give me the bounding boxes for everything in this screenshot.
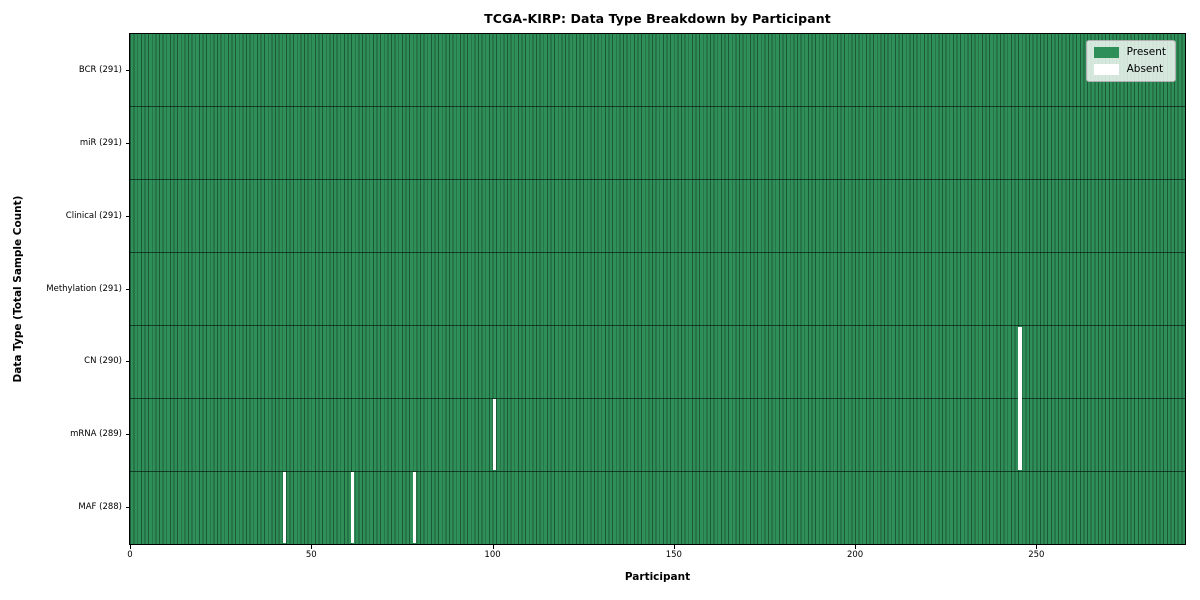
y-tick-label: Clinical (291) bbox=[65, 210, 122, 221]
y-tick-mark bbox=[125, 142, 129, 144]
absent-cell-marker bbox=[1018, 326, 1022, 471]
x-tick-mark bbox=[855, 545, 857, 549]
y-tick-mark bbox=[125, 434, 129, 436]
absent-swatch bbox=[1093, 64, 1119, 75]
x-tick-mark bbox=[1036, 545, 1038, 549]
row-divider bbox=[130, 106, 1185, 108]
y-tick-mark bbox=[125, 69, 129, 71]
absent-cell-marker bbox=[351, 472, 355, 543]
x-tick-mark bbox=[130, 545, 131, 549]
x-tick-label: 250 bbox=[1028, 550, 1045, 560]
x-tick-label: 150 bbox=[665, 550, 682, 560]
heatmap-plot-area: Present Absent bbox=[129, 33, 1186, 545]
row-divider bbox=[130, 179, 1185, 181]
legend-item-present: Present bbox=[1093, 46, 1166, 59]
x-tick-mark bbox=[311, 545, 313, 549]
y-tick-label: miR (291) bbox=[79, 137, 122, 148]
absent-cell-marker bbox=[282, 472, 286, 543]
x-tick-label: 0 bbox=[127, 550, 133, 560]
x-tick-mark bbox=[492, 545, 494, 549]
row-divider bbox=[130, 470, 1185, 472]
absent-cell-marker bbox=[413, 472, 417, 543]
y-tick-label: BCR (291) bbox=[78, 64, 122, 75]
y-tick-label: MAF (288) bbox=[78, 502, 122, 513]
x-tick-label: 100 bbox=[484, 550, 501, 560]
chart-title: TCGA-KIRP: Data Type Breakdown by Partic… bbox=[484, 11, 831, 26]
legend: Present Absent bbox=[1085, 40, 1176, 82]
row-divider bbox=[130, 324, 1185, 326]
x-axis-label: Participant bbox=[624, 571, 691, 583]
y-tick-label: mRNA (289) bbox=[70, 429, 122, 440]
legend-item-absent: Absent bbox=[1093, 63, 1166, 76]
row-divider bbox=[130, 397, 1185, 399]
present-swatch bbox=[1093, 47, 1119, 58]
y-tick-mark bbox=[125, 215, 129, 217]
legend-label-absent: Absent bbox=[1126, 63, 1164, 76]
x-tick-label: 200 bbox=[846, 550, 864, 560]
legend-label-present: Present bbox=[1126, 46, 1166, 59]
y-tick-mark bbox=[125, 288, 129, 290]
y-tick-mark bbox=[125, 507, 129, 509]
cell-grid-pattern bbox=[130, 34, 1185, 544]
y-tick-label: CN (290) bbox=[84, 356, 122, 367]
y-tick-label: Methylation (291) bbox=[46, 283, 122, 294]
row-divider bbox=[130, 252, 1185, 254]
y-tick-mark bbox=[125, 361, 129, 363]
x-tick-label: 50 bbox=[305, 550, 317, 560]
x-tick-mark bbox=[673, 545, 675, 549]
absent-cell-marker bbox=[492, 399, 496, 471]
